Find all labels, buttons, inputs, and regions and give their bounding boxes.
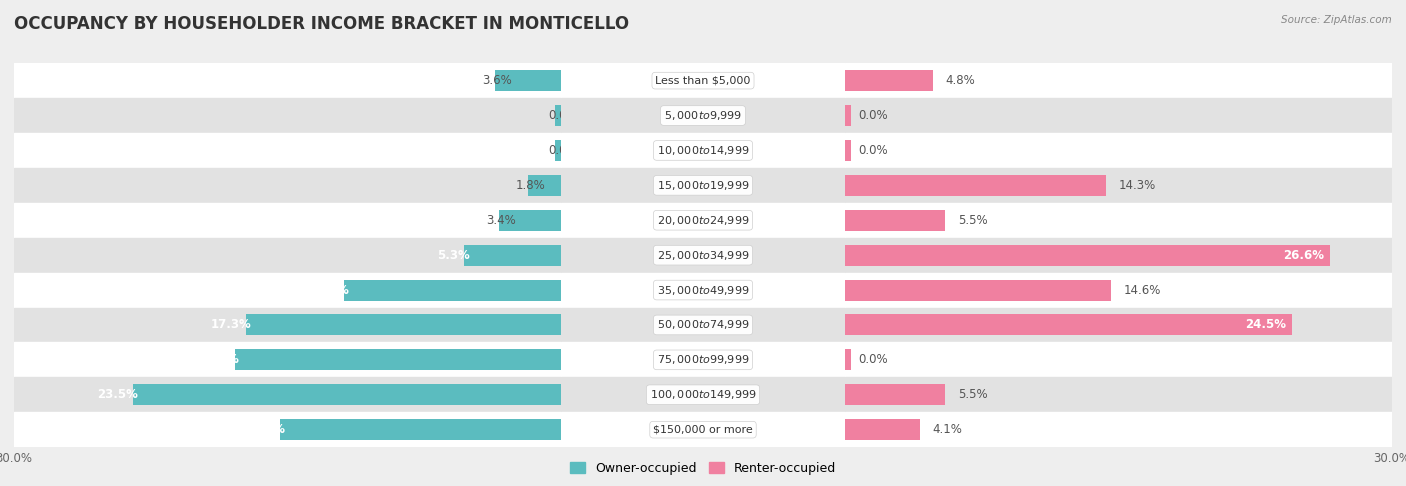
Bar <box>845 308 1392 343</box>
Bar <box>845 273 1392 308</box>
Text: 14.6%: 14.6% <box>1123 283 1161 296</box>
Text: 4.8%: 4.8% <box>945 74 976 87</box>
Bar <box>14 343 561 377</box>
Text: $20,000 to $24,999: $20,000 to $24,999 <box>657 214 749 227</box>
Bar <box>561 63 845 98</box>
Text: 5.5%: 5.5% <box>957 214 988 227</box>
Bar <box>845 419 920 440</box>
Text: 4.1%: 4.1% <box>932 423 963 436</box>
Bar <box>845 140 851 161</box>
Bar <box>845 238 1392 273</box>
Legend: Owner-occupied, Renter-occupied: Owner-occupied, Renter-occupied <box>565 457 841 480</box>
Bar <box>14 98 561 133</box>
Text: 0.0%: 0.0% <box>858 353 887 366</box>
Text: 17.9%: 17.9% <box>200 353 240 366</box>
Bar <box>845 105 851 126</box>
Bar <box>14 377 561 412</box>
Text: 1.8%: 1.8% <box>515 179 546 192</box>
Text: 0.0%: 0.0% <box>548 144 578 157</box>
Bar <box>561 377 845 412</box>
Text: 0.0%: 0.0% <box>858 144 887 157</box>
Bar <box>561 273 845 308</box>
Bar <box>845 133 1392 168</box>
Text: 24.5%: 24.5% <box>1246 318 1286 331</box>
Text: Source: ZipAtlas.com: Source: ZipAtlas.com <box>1281 15 1392 25</box>
Bar <box>14 63 561 98</box>
Bar <box>845 98 1392 133</box>
Text: $25,000 to $34,999: $25,000 to $34,999 <box>657 249 749 261</box>
Bar <box>845 314 1292 335</box>
Text: $50,000 to $74,999: $50,000 to $74,999 <box>657 318 749 331</box>
Bar <box>555 140 561 161</box>
Bar <box>14 273 561 308</box>
Text: $35,000 to $49,999: $35,000 to $49,999 <box>657 283 749 296</box>
Bar <box>845 203 1392 238</box>
Bar <box>235 349 561 370</box>
Bar <box>555 105 561 126</box>
Bar <box>845 175 1105 196</box>
Text: Less than $5,000: Less than $5,000 <box>655 76 751 86</box>
Bar <box>845 210 945 231</box>
Bar <box>561 238 845 273</box>
Text: 3.4%: 3.4% <box>486 214 516 227</box>
Text: OCCUPANCY BY HOUSEHOLDER INCOME BRACKET IN MONTICELLO: OCCUPANCY BY HOUSEHOLDER INCOME BRACKET … <box>14 15 630 33</box>
Bar <box>845 63 1392 98</box>
Text: 23.5%: 23.5% <box>97 388 138 401</box>
Text: $75,000 to $99,999: $75,000 to $99,999 <box>657 353 749 366</box>
Bar <box>14 238 561 273</box>
Text: 15.4%: 15.4% <box>245 423 285 436</box>
Text: 0.0%: 0.0% <box>858 109 887 122</box>
Bar <box>14 203 561 238</box>
Text: 17.3%: 17.3% <box>211 318 252 331</box>
Text: 0.0%: 0.0% <box>548 109 578 122</box>
Text: 14.3%: 14.3% <box>1119 179 1156 192</box>
Bar <box>845 279 1111 300</box>
Text: $15,000 to $19,999: $15,000 to $19,999 <box>657 179 749 192</box>
Bar <box>845 377 1392 412</box>
Bar <box>845 384 945 405</box>
Text: $5,000 to $9,999: $5,000 to $9,999 <box>664 109 742 122</box>
Bar <box>561 308 845 343</box>
Bar <box>246 314 561 335</box>
Text: $150,000 or more: $150,000 or more <box>654 425 752 434</box>
Text: 11.9%: 11.9% <box>308 283 350 296</box>
Text: 5.3%: 5.3% <box>437 249 470 261</box>
Bar <box>14 168 561 203</box>
Text: 26.6%: 26.6% <box>1284 249 1324 261</box>
Bar <box>561 203 845 238</box>
Bar <box>845 412 1392 447</box>
Text: $10,000 to $14,999: $10,000 to $14,999 <box>657 144 749 157</box>
Bar <box>561 168 845 203</box>
Bar <box>280 419 561 440</box>
Text: $100,000 to $149,999: $100,000 to $149,999 <box>650 388 756 401</box>
Bar <box>561 343 845 377</box>
Bar <box>529 175 561 196</box>
Bar <box>14 308 561 343</box>
Bar <box>464 244 561 266</box>
Bar <box>344 279 561 300</box>
Bar <box>561 412 845 447</box>
Bar <box>132 384 561 405</box>
Bar <box>561 98 845 133</box>
Bar <box>845 343 1392 377</box>
Bar <box>14 412 561 447</box>
Text: 3.6%: 3.6% <box>482 74 512 87</box>
Bar <box>845 70 932 91</box>
Bar <box>845 349 851 370</box>
Bar <box>495 70 561 91</box>
Bar <box>499 210 561 231</box>
Bar <box>14 133 561 168</box>
Bar <box>561 133 845 168</box>
Bar <box>845 168 1392 203</box>
Bar <box>845 244 1330 266</box>
Text: 5.5%: 5.5% <box>957 388 988 401</box>
